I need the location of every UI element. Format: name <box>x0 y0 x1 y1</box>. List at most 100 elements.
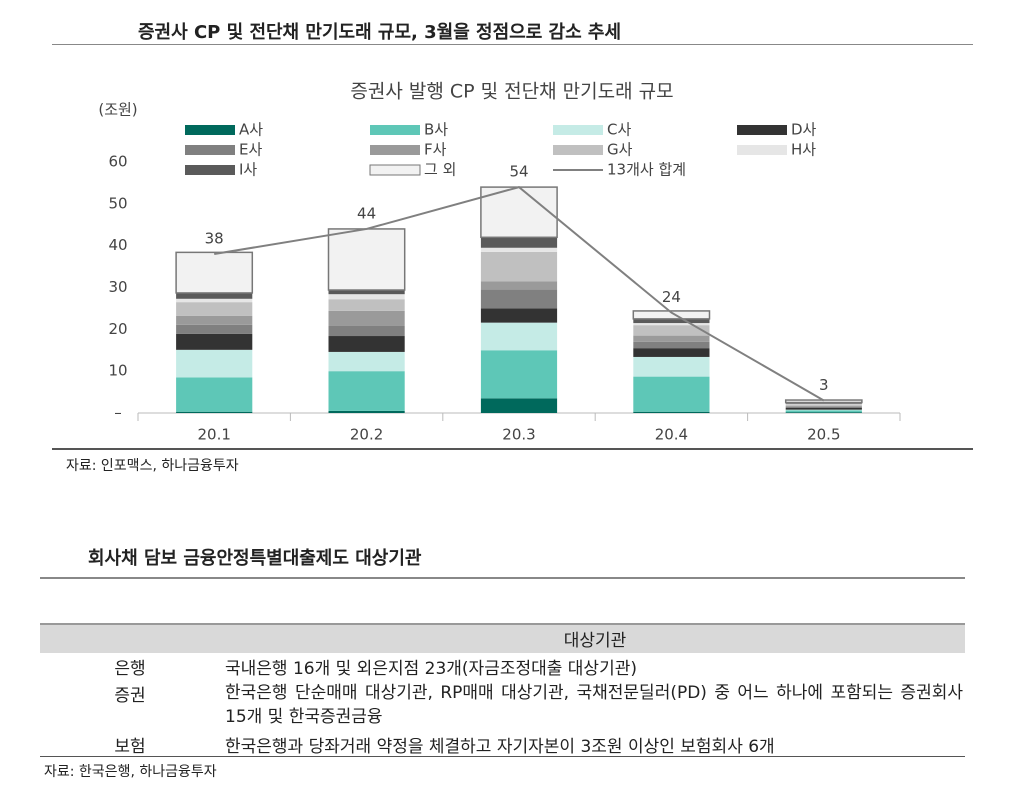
x-tick-label: 20.1 <box>197 426 230 444</box>
bar-segment <box>176 324 253 334</box>
legend-label: 그 외 <box>424 161 456 179</box>
bar-segment <box>785 412 862 413</box>
table-header-cell: 대상기관 <box>563 631 627 651</box>
bar-segment <box>480 308 558 323</box>
bar-segment <box>633 348 710 357</box>
bar-segment <box>328 290 405 295</box>
legend-label: H사 <box>791 141 816 159</box>
section-title: 증권사 CP 및 전단채 만기도래 규모, 3월을 정점으로 감소 추세 <box>138 22 622 43</box>
section-title: 회사채 담보 금융안정특별대출제도 대상기관 <box>88 548 422 569</box>
bar-segment <box>480 398 558 413</box>
bar-segment <box>480 237 558 248</box>
bar-segment <box>328 336 405 352</box>
y-tick-label: – <box>114 404 122 422</box>
legend-swatch <box>370 125 420 135</box>
chart-title: 증권사 발행 CP 및 전단채 만기도래 규모 <box>350 81 673 103</box>
table-cell: 국내은행 16개 및 외은지점 23개(자금조정대출 대상기관) <box>225 659 637 679</box>
legend-swatch <box>737 145 787 155</box>
bar-segment <box>480 186 558 239</box>
source: 자료: 인포맥스, 하나금융투자 <box>66 458 239 474</box>
bar-segment <box>328 371 405 411</box>
bar-segment <box>480 350 558 399</box>
total-line <box>214 185 825 402</box>
bar-segment <box>633 335 710 342</box>
bar-segment <box>176 315 253 325</box>
bar-segment <box>633 341 710 349</box>
table-cell: 은행 <box>114 659 146 679</box>
legend-label: 13개사 합계 <box>607 161 686 179</box>
legend-swatch <box>185 145 235 155</box>
y-tick-label: 20 <box>108 320 127 338</box>
table-header <box>40 623 965 653</box>
y-tick-label: 40 <box>108 236 127 254</box>
bar-segment <box>175 251 254 294</box>
bar-segment <box>176 298 253 303</box>
bar-segment <box>480 322 558 351</box>
chart: 증권사 발행 CP 및 전단채 만기도래 규모 (조원) – 10 20 30 40 50… <box>98 81 901 444</box>
bar-segment <box>328 410 405 413</box>
y-tick-label: 10 <box>108 362 127 380</box>
bar-segment <box>176 377 253 412</box>
bar-segment <box>785 410 862 413</box>
rule <box>52 44 973 45</box>
data-label: 38 <box>205 230 224 248</box>
bar-segment <box>328 299 405 311</box>
bar-segment <box>785 404 862 406</box>
bar-segment <box>176 411 253 413</box>
legend-swatch <box>185 125 235 135</box>
legend-label: F사 <box>424 141 447 159</box>
table-cell: 한국은행과 당좌거래 약정을 체결하고 자기자본이 3조원 이상인 보험회사 6… <box>225 737 775 757</box>
bar-segment <box>785 407 862 410</box>
bar-segment <box>328 294 405 300</box>
bar-segment <box>176 302 253 316</box>
x-tick-label: 20.3 <box>502 426 535 444</box>
legend-label: D사 <box>791 121 817 139</box>
bar-segment <box>633 376 710 412</box>
legend-swatch <box>369 164 421 176</box>
legend-swatch <box>737 125 787 135</box>
x-tick-label: 20.2 <box>350 426 383 444</box>
table-cell: 증권 <box>114 686 146 706</box>
bar-segment <box>633 318 710 324</box>
rule <box>40 577 965 579</box>
rule <box>52 448 973 450</box>
legend-swatch <box>185 165 235 175</box>
y-tick-label: 50 <box>108 194 127 212</box>
bar-segment <box>633 356 710 377</box>
bar-segment <box>785 409 862 411</box>
bar-segment <box>176 333 253 350</box>
bar-segment <box>633 325 710 336</box>
legend-swatch <box>370 145 420 155</box>
table-cell: 한국은행 단순매매 대상기관, RP매매 대상기관, 국채전문딜러(PD) 중 … <box>225 683 963 727</box>
bar-segment <box>480 251 558 282</box>
data-label: 3 <box>819 376 829 394</box>
legend-label: E사 <box>239 141 262 159</box>
table-cell: 보험 <box>114 737 146 757</box>
legend-label: I사 <box>239 161 257 179</box>
bar-segment <box>480 289 558 309</box>
data-label: 44 <box>357 204 376 222</box>
rule <box>40 756 965 757</box>
y-tick-label: 60 <box>108 153 127 171</box>
y-tick-label: 30 <box>108 278 127 296</box>
bar-segment <box>327 228 406 291</box>
bar-segment <box>633 323 710 326</box>
legend-label: A사 <box>239 121 263 139</box>
legend-label: B사 <box>424 121 448 139</box>
data-label: 24 <box>662 288 681 306</box>
bar-segment <box>328 310 405 326</box>
bar-segment <box>480 247 558 252</box>
bar-segment <box>633 411 710 413</box>
source: 자료: 한국은행, 하나금융투자 <box>44 764 217 780</box>
bar-segment <box>176 292 253 299</box>
x-tick-label: 20.5 <box>807 426 840 444</box>
data-label: 54 <box>509 163 528 181</box>
bar-segment <box>785 405 862 407</box>
bar-segment <box>176 349 253 378</box>
legend-label: C사 <box>607 121 631 139</box>
x-tick-label: 20.4 <box>655 426 688 444</box>
bar-segment <box>785 406 862 408</box>
bar-segment <box>632 310 711 320</box>
bar-segment <box>328 325 405 337</box>
